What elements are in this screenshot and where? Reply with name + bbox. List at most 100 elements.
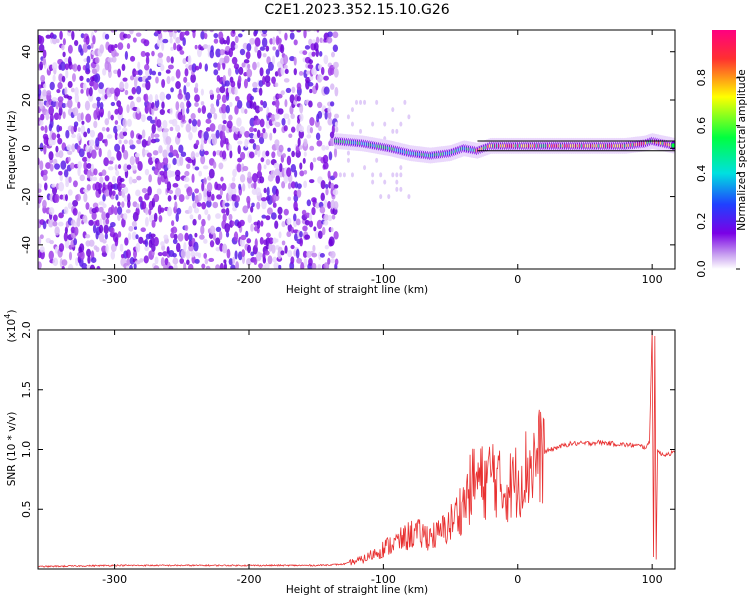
- heatmap-cell: [178, 194, 185, 203]
- heatmap-cell: [137, 160, 143, 171]
- heatmap-cell: [157, 52, 164, 58]
- heatmap-cell: [304, 234, 311, 240]
- scale-base: (x10: [6, 319, 18, 343]
- heatmap-cell: [256, 227, 260, 234]
- heatmap-cell: [81, 120, 85, 125]
- heatmap-cell: [109, 87, 116, 95]
- heatmap-cell: [204, 258, 209, 265]
- heatmap-cell: [363, 99, 367, 105]
- heatmap-cell: [115, 169, 120, 177]
- colorbar-gradient: [712, 30, 736, 269]
- heatmap-cell: [175, 81, 181, 90]
- heatmap-cell: [184, 224, 189, 232]
- heatmap-cell: [363, 165, 367, 171]
- heatmap-cell: [287, 118, 291, 126]
- heatmap-cell: [198, 192, 202, 202]
- heatmap-cell: [124, 50, 129, 60]
- heatmap-cell: [350, 172, 354, 178]
- heatmap-cell: [238, 66, 244, 76]
- heatmap-cell: [224, 222, 231, 233]
- heatmap-cell: [64, 226, 68, 234]
- heatmap-cell: [172, 257, 179, 265]
- heatmap-cell: [371, 179, 375, 185]
- heatmap-cell: [223, 259, 227, 264]
- heatmap-cell: [172, 183, 179, 188]
- heatmap-cell: [283, 208, 289, 216]
- heatmap-cell: [67, 95, 73, 100]
- heatmap-cell: [246, 68, 253, 78]
- heatmap-cell: [291, 86, 296, 94]
- heatmap-cell: [104, 175, 110, 182]
- heatmap-cell: [265, 158, 271, 166]
- heatmap-cell: [232, 256, 236, 265]
- heatmap-cell: [39, 234, 44, 240]
- heatmap-cell: [233, 63, 240, 70]
- heatmap-cell: [190, 151, 196, 160]
- heatmap-cell: [59, 257, 63, 268]
- heatmap-cell: [237, 144, 241, 155]
- heatmap-cell: [61, 75, 66, 83]
- heatmap-cell: [198, 62, 202, 70]
- heatmap-cell: [104, 118, 110, 126]
- heatmap-cell: [324, 111, 328, 120]
- heatmap-cell: [126, 104, 130, 114]
- heatmap-cell: [215, 264, 221, 269]
- bottom-xtick-label: 0: [514, 573, 521, 586]
- heatmap-cell: [157, 204, 162, 215]
- heatmap-cell: [299, 113, 304, 122]
- heatmap-cell: [51, 62, 58, 71]
- heatmap-cell: [147, 75, 152, 80]
- heatmap-cell: [99, 102, 104, 110]
- heatmap-cell: [315, 202, 320, 209]
- heatmap-cell: [241, 30, 245, 32]
- heatmap-cell: [324, 244, 330, 250]
- heatmap-cell: [241, 62, 246, 68]
- heatmap-cell: [199, 234, 205, 240]
- heatmap-cell: [56, 38, 60, 44]
- scale-exponent: 4: [3, 314, 12, 319]
- heatmap-cell: [250, 223, 254, 232]
- heatmap-cell: [144, 193, 150, 201]
- heatmap-cell: [72, 207, 78, 216]
- heatmap-cell: [290, 164, 297, 173]
- heatmap-cell: [313, 42, 319, 52]
- heatmap-cell: [107, 110, 111, 120]
- heatmap-cell: [111, 56, 117, 63]
- heatmap-cell: [129, 144, 136, 150]
- heatmap-cell: [121, 144, 125, 154]
- heatmap-cell: [52, 257, 59, 267]
- bottom-xtick-label: -300: [102, 573, 127, 586]
- heatmap-cell: [395, 179, 399, 185]
- heatmap-cell: [194, 166, 200, 171]
- top-ytick-label: -40: [20, 236, 33, 254]
- heatmap-cell: [198, 170, 203, 177]
- heatmap-cell: [72, 107, 79, 117]
- heatmap-cell: [338, 172, 342, 178]
- heatmap-cell: [67, 156, 71, 162]
- heatmap-cell: [300, 262, 305, 269]
- heatmap-cell: [49, 240, 54, 245]
- heatmap-cell: [91, 68, 98, 75]
- heatmap-cell: [260, 100, 264, 106]
- heatmap-cell: [267, 255, 273, 265]
- heatmap-cell: [107, 181, 113, 192]
- heatmap-cell: [281, 240, 286, 246]
- heatmap-cell: [264, 250, 270, 256]
- heatmap-cell: [86, 55, 91, 64]
- heatmap-cell: [379, 172, 383, 178]
- heatmap-cell: [162, 38, 169, 44]
- heatmap-cell: [262, 252, 266, 261]
- heatmap-cell: [63, 169, 69, 178]
- heatmap-cell: [90, 42, 94, 49]
- heatmap-cell: [243, 59, 250, 64]
- heatmap-cell: [39, 160, 44, 171]
- heatmap-cell: [61, 259, 68, 266]
- heatmap-cell: [178, 144, 184, 154]
- heatmap-cell: [215, 129, 220, 139]
- heatmap-cell: [330, 182, 335, 190]
- heatmap-cell: [252, 143, 257, 150]
- heatmap-cell: [114, 120, 119, 125]
- heatmap-cell: [272, 256, 278, 263]
- heatmap-cell: [323, 199, 328, 208]
- heatmap-cell: [333, 171, 338, 179]
